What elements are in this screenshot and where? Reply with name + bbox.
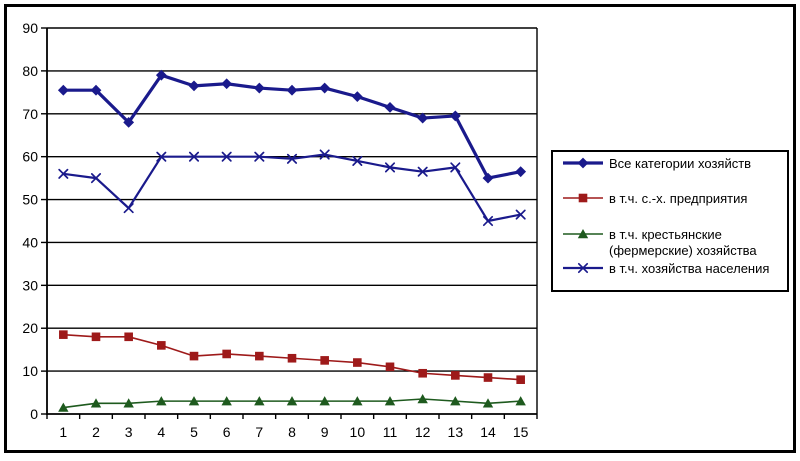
legend-item-farm-households: в т.ч. крестьянские (фермерские) хозяйст… bbox=[562, 227, 757, 259]
y-axis-labels: 0 10 20 30 40 50 60 70 80 90 bbox=[22, 20, 38, 422]
series-3-triangle bbox=[58, 393, 526, 412]
svg-text:5: 5 bbox=[190, 424, 198, 440]
svg-text:50: 50 bbox=[22, 192, 38, 208]
svg-text:10: 10 bbox=[22, 363, 38, 379]
legend-item-agricultural-enterprises: в т.ч. с.-х. предприятия bbox=[562, 191, 747, 207]
svg-text:20: 20 bbox=[22, 320, 38, 336]
svg-text:60: 60 bbox=[22, 149, 38, 165]
svg-text:1: 1 bbox=[59, 424, 67, 440]
svg-text:0: 0 bbox=[30, 406, 38, 422]
chart-legend: Все категории хозяйств в т.ч. с.-х. пред… bbox=[551, 150, 789, 292]
outer-border bbox=[4, 4, 796, 453]
svg-text:15: 15 bbox=[513, 424, 529, 440]
series-1-diamond bbox=[57, 69, 527, 184]
svg-text:9: 9 bbox=[321, 424, 329, 440]
svg-text:2: 2 bbox=[92, 424, 100, 440]
svg-text:40: 40 bbox=[22, 234, 38, 250]
series-4-x bbox=[58, 149, 526, 227]
svg-text:6: 6 bbox=[223, 424, 231, 440]
legend-label-agricultural-enterprises: в т.ч. с.-х. предприятия bbox=[609, 191, 748, 206]
legend-label-population-households: в т.ч. хозяйства населения bbox=[609, 261, 770, 276]
legend-item-all-categories: Все категории хозяйств bbox=[562, 156, 751, 172]
svg-text:13: 13 bbox=[448, 424, 464, 440]
svg-text:11: 11 bbox=[383, 424, 398, 440]
svg-text:12: 12 bbox=[415, 424, 431, 440]
svg-text:8: 8 bbox=[288, 424, 296, 440]
svg-text:7: 7 bbox=[255, 424, 263, 440]
legend-triangle-marker-icon bbox=[563, 229, 603, 239]
legend-x-marker-icon bbox=[563, 262, 603, 274]
svg-text:3: 3 bbox=[125, 424, 133, 440]
legend-item-population-households: в т.ч. хозяйства населения bbox=[562, 261, 769, 277]
legend-diamond-marker-icon bbox=[563, 157, 603, 169]
svg-text:14: 14 bbox=[480, 424, 496, 440]
svg-text:4: 4 bbox=[157, 424, 165, 440]
svg-text:10: 10 bbox=[350, 424, 366, 440]
legend-square-marker-icon bbox=[563, 193, 603, 203]
svg-text:80: 80 bbox=[22, 63, 38, 79]
legend-label-all-categories: Все категории хозяйств bbox=[609, 156, 752, 171]
legend-label-farm-households: в т.ч. крестьянские (фермерские) хозяйст… bbox=[609, 227, 757, 258]
svg-text:30: 30 bbox=[22, 277, 38, 293]
svg-text:70: 70 bbox=[22, 106, 38, 122]
svg-text:90: 90 bbox=[22, 20, 38, 36]
series-2-square bbox=[59, 330, 525, 384]
x-axis-labels: 1 2 3 4 5 6 7 8 9 10 11 12 13 14 15 bbox=[59, 424, 528, 440]
gridlines bbox=[41, 27, 538, 419]
